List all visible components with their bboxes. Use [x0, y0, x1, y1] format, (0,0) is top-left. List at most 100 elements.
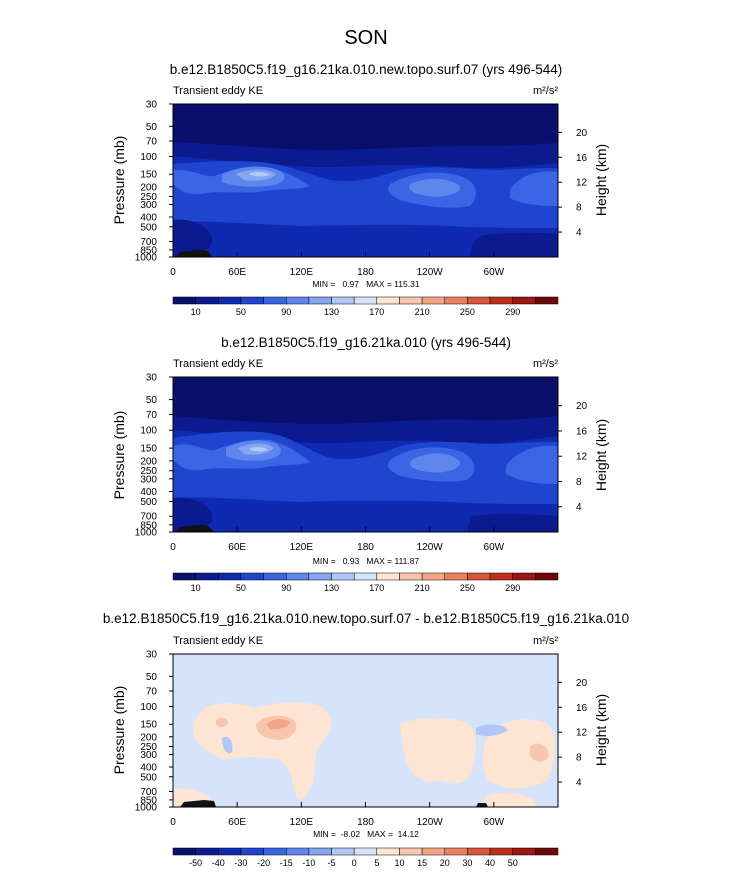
panel-2-units: m²/s²: [533, 358, 558, 370]
x-tick-label: 60E: [228, 267, 246, 278]
y-tick-label: 850: [140, 245, 157, 256]
colorbar-swatch: [421, 572, 446, 581]
colorbar-swatch: [353, 296, 378, 305]
colorbar-swatch: [353, 847, 378, 856]
panel-1: b.e12.B1850C5.f19_g16.21ka.010.new.topo.…: [111, 62, 609, 317]
colorbar-label: 50: [508, 858, 518, 868]
page-title: SON: [344, 27, 387, 49]
colorbar-swatch: [512, 296, 536, 305]
colorbar-swatch: [240, 572, 264, 581]
panel-3-units: m²/s²: [533, 635, 558, 647]
colorbar-label: 170: [369, 307, 384, 317]
colorbar-label: -20: [257, 858, 270, 868]
y-tick-label: 1000: [135, 253, 158, 264]
colorbar-swatch: [512, 572, 536, 581]
y-tick-label: 250: [140, 466, 157, 477]
colorbar-label: 210: [415, 583, 430, 593]
colorbar-label: 170: [369, 583, 384, 593]
x-tick-label: 60W: [484, 542, 505, 553]
colorbar-swatch: [195, 572, 219, 581]
y-tick-label: 30: [146, 100, 158, 111]
panel-1-contour-band-6: [510, 171, 558, 206]
colorbar-label: 20: [440, 858, 450, 868]
y-right-tick-label: 4: [576, 502, 582, 513]
panel-2-surface-low: [173, 497, 213, 532]
panel-2-contour-band-8: [409, 453, 460, 473]
panel-2: b.e12.B1850C5.f19_g16.21ka.010 (yrs 496-…: [111, 335, 609, 593]
y-tick-label: 300: [140, 750, 157, 761]
colorbar-label: 90: [281, 583, 291, 593]
colorbar-swatch: [467, 847, 491, 856]
panel-1-x-axis: 0 60E 120E 180 120W 60W: [170, 252, 505, 278]
panel-3-ylabel-right: Height (km): [593, 694, 609, 766]
colorbar-label: -40: [212, 858, 225, 868]
y-right-tick-label: 12: [576, 728, 588, 739]
colorbar-swatch: [331, 296, 355, 305]
y-right-tick-label: 20: [576, 678, 588, 689]
colorbar-label: 250: [460, 583, 475, 593]
y-tick-label: 150: [140, 444, 157, 455]
colorbar-label: 50: [236, 307, 246, 317]
panel-1-left-label: Transient eddy KE: [173, 85, 263, 97]
y-tick-label: 1000: [135, 803, 158, 814]
colorbar-swatch: [376, 296, 400, 305]
colorbar-label: -50: [189, 858, 202, 868]
y-tick-label: 700: [140, 787, 157, 798]
panel-2-topography: [176, 525, 214, 532]
y-tick-label: 50: [146, 122, 158, 133]
y-tick-label: 500: [140, 497, 157, 508]
panel-1-ylabel-right: Height (km): [593, 144, 609, 216]
colorbar-swatch: [218, 572, 242, 581]
panel-3-ylabel: Pressure (mb): [111, 686, 127, 775]
panel-1-units: m²/s²: [533, 85, 558, 97]
colorbar-label: 210: [415, 307, 430, 317]
y-tick-label: 50: [146, 395, 158, 406]
panel-3-negative-region-2: [222, 736, 233, 754]
colorbar-label: 290: [505, 307, 520, 317]
colorbar-swatch: [444, 572, 468, 581]
y-tick-label: 1000: [135, 528, 158, 539]
colorbar-swatch: [421, 296, 446, 305]
x-tick-label: 180: [357, 267, 374, 278]
panel-1-colorbar: 10 50 90 130 170 210 250 290: [172, 296, 559, 317]
panel-1-stats: MIN = 0.97 MAX = 115.31: [312, 279, 419, 289]
colorbar-swatch: [218, 296, 242, 305]
y-tick-label: 50: [146, 672, 158, 683]
panel-1-y-axis-right: 4 8 12 16 20: [558, 128, 588, 239]
y-right-tick-label: 8: [576, 753, 582, 764]
x-tick-label: 0: [170, 817, 176, 828]
y-tick-label: 100: [140, 152, 157, 163]
panel-2-y-axis-right: 4 8 12 16 20: [558, 401, 588, 513]
panel-3-left-label: Transient eddy KE: [173, 635, 263, 647]
y-tick-label: 700: [140, 512, 157, 523]
panel-3-strong-positive-4: [530, 743, 549, 762]
y-right-tick-label: 4: [576, 228, 582, 239]
panel-3: b.e12.B1850C5.f19_g16.21ka.010.new.topo.…: [103, 611, 629, 868]
y-tick-label: 250: [140, 192, 157, 203]
colorbar-swatch: [195, 847, 219, 856]
colorbar-label: 0: [352, 858, 357, 868]
panel-2-x-axis: 0 60E 120E 180 120W 60W: [170, 527, 505, 553]
colorbar-swatch: [421, 847, 446, 856]
y-right-tick-label: 16: [576, 426, 588, 437]
x-tick-label: 60E: [228, 542, 246, 553]
panel-1-contour-band-10: [250, 171, 270, 177]
x-tick-label: 180: [357, 542, 374, 553]
panel-2-ylabel-right: Height (km): [593, 419, 609, 491]
x-tick-label: 120W: [417, 267, 444, 278]
y-tick-label: 200: [140, 456, 157, 467]
colorbar-swatch: [172, 572, 196, 581]
panel-2-colorbar: 10 50 90 130 170 210 250 290: [172, 572, 559, 593]
panel-1-topography: [176, 250, 212, 257]
colorbar-swatch: [489, 847, 513, 856]
panel-1-ylabel: Pressure (mb): [111, 136, 127, 225]
colorbar-label: -15: [280, 858, 293, 868]
panel-3-topography: [180, 800, 216, 807]
y-tick-label: 850: [140, 795, 157, 806]
panel-2-ylabel: Pressure (mb): [111, 411, 127, 500]
colorbar-swatch: [376, 847, 400, 856]
colorbar-swatch: [512, 847, 536, 856]
